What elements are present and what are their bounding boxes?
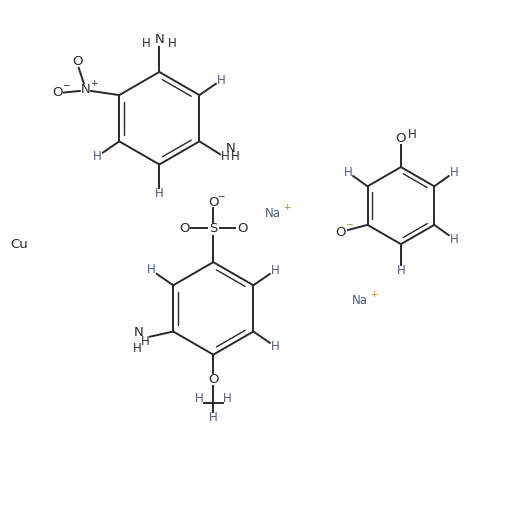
- Text: O: O: [336, 226, 346, 238]
- Text: H: H: [449, 233, 458, 246]
- Text: H: H: [94, 150, 102, 163]
- Text: +: +: [283, 203, 290, 212]
- Text: H: H: [133, 342, 142, 355]
- Text: H: H: [142, 36, 151, 50]
- Text: +: +: [90, 79, 97, 88]
- Text: H: H: [155, 187, 164, 200]
- Text: N: N: [81, 83, 91, 97]
- Text: O: O: [396, 132, 406, 145]
- Text: O: O: [237, 222, 248, 235]
- Text: H: H: [271, 264, 280, 277]
- Text: N: N: [155, 33, 164, 46]
- Text: Cu: Cu: [11, 237, 28, 251]
- Text: N: N: [134, 326, 144, 339]
- Text: H: H: [168, 36, 177, 50]
- Text: H: H: [147, 263, 156, 277]
- Text: H: H: [223, 392, 232, 406]
- Text: H: H: [221, 150, 229, 163]
- Text: H: H: [408, 127, 417, 141]
- Text: H: H: [396, 264, 406, 277]
- Text: N: N: [225, 141, 235, 155]
- Text: Na: Na: [352, 294, 368, 307]
- Text: H: H: [194, 392, 204, 406]
- Text: +: +: [370, 290, 377, 299]
- Text: O: O: [72, 54, 83, 68]
- Text: O: O: [208, 373, 218, 386]
- Text: H: H: [344, 166, 353, 179]
- Text: O: O: [208, 195, 218, 209]
- Text: −: −: [217, 191, 224, 200]
- Text: H: H: [231, 150, 240, 163]
- Text: −: −: [345, 219, 352, 228]
- Text: O: O: [52, 86, 62, 99]
- Text: Na: Na: [264, 207, 281, 220]
- Text: −: −: [62, 80, 69, 89]
- Text: H: H: [216, 74, 225, 87]
- Text: S: S: [209, 222, 217, 235]
- Text: H: H: [449, 166, 458, 179]
- Text: H: H: [209, 411, 218, 424]
- Text: O: O: [179, 222, 189, 235]
- Text: H: H: [271, 340, 280, 354]
- Text: H: H: [141, 335, 150, 348]
